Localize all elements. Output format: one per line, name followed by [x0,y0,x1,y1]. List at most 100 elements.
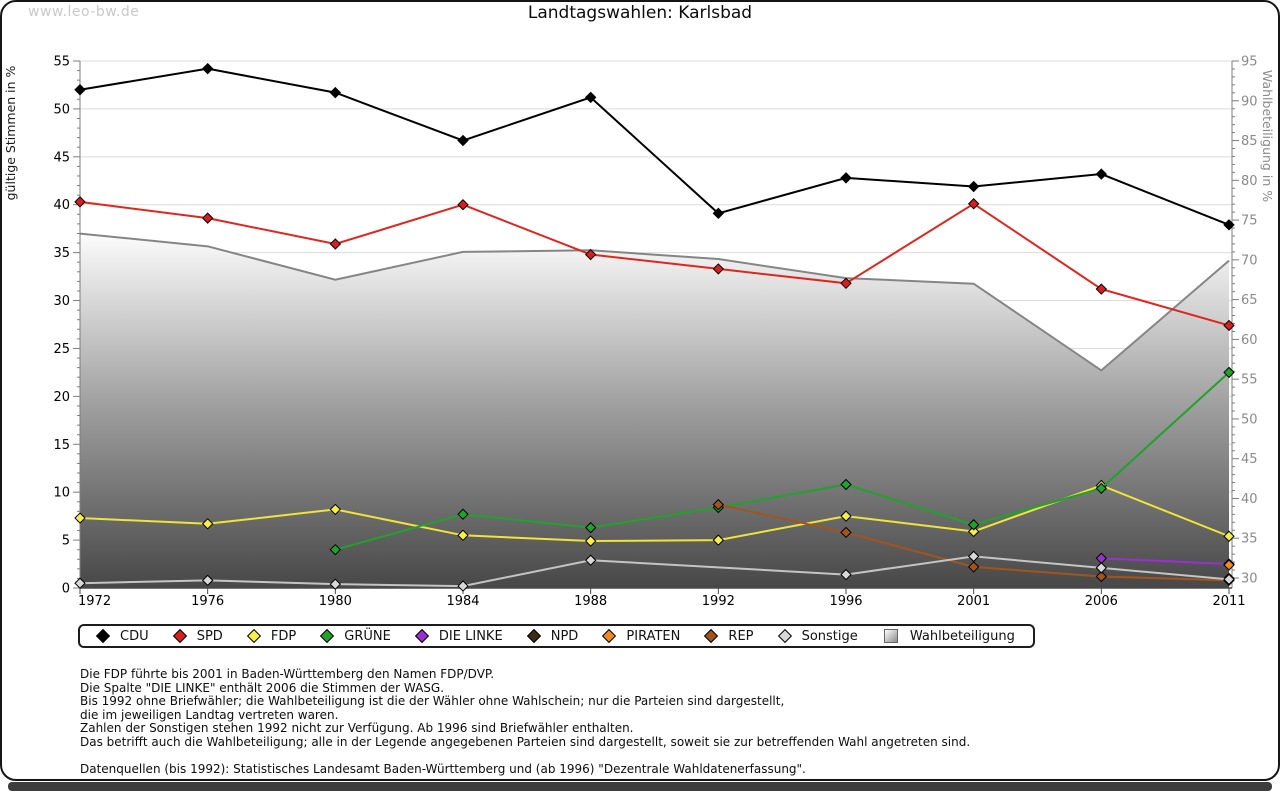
right-tick-label: 70 [1241,253,1258,268]
x-tick-label: 2001 [957,594,990,609]
data-point-FDP [840,510,852,522]
data-point-FDP [74,512,86,524]
left-tick-label: 20 [53,390,70,405]
legend-diamond-icon [777,628,792,644]
data-point-Sonstige [1095,562,1108,574]
data-point-Sonstige [74,577,86,589]
legend-item-npd: NPD [526,628,579,644]
data-point-Sonstige [329,578,342,590]
data-point-Sonstige [840,568,852,581]
left-axis-title: gültige Stimmen in % [3,65,18,200]
data-point-GRÜNE [457,508,469,520]
footnotes: Die FDP führte bis 2001 in Baden-Württem… [80,667,971,777]
left-tick-label: 25 [53,342,70,357]
legend-item-spd: SPD [172,628,223,644]
watermark: www.leo-bw.de [28,4,140,20]
data-point-FDP [967,525,980,538]
left-tick-label: 15 [53,438,70,453]
legend-label: REP [728,628,754,644]
legend-label: CDU [120,628,149,644]
right-tick-label: 50 [1241,412,1258,427]
legend-label: Sonstige [801,628,858,644]
legend-diamond-icon [414,628,429,644]
data-point-FDP [712,534,725,546]
right-tick-label: 75 [1241,214,1258,229]
legend-diamond-icon [704,628,719,644]
right-tick-label: 95 [1241,55,1258,70]
right-tick-label: 40 [1241,492,1258,507]
data-point-FDP [329,503,342,516]
data-point-REP [840,526,852,539]
data-point-SPD [201,212,214,224]
right-tick-label: 65 [1241,293,1258,308]
left-tick-label: 40 [53,198,70,213]
page-title: Landtagswahlen: Karlsbad [527,3,753,23]
data-point-Sonstige [1223,573,1235,586]
series-line-GRÜNE [335,371,1230,551]
legend-diamond-icon [95,628,111,644]
footnote-line: die im jeweiligen Landtag vertreten ware… [80,707,339,722]
data-point-CDU [1095,168,1108,180]
legend-diamond-icon [602,628,617,644]
x-tick-label: 1980 [319,594,352,609]
right-tick-label: 30 [1241,572,1258,587]
bottom-scrollbar[interactable] [8,782,1272,791]
left-tick-label: 5 [62,534,70,549]
legend-diamond-icon [320,628,335,644]
x-tick-label: 1988 [574,594,607,609]
legend-diamond-icon [246,628,261,644]
x-tick-label: 2011 [1212,594,1245,609]
legend-label: DIE LINKE [438,628,503,644]
legend-item-rep: REP [704,628,754,644]
data-point-GRÜNE [584,521,597,534]
data-point-CDU [329,86,342,99]
right-tick-label: 35 [1241,532,1258,547]
footnote-line: Das betrifft auch die Wahlbeteiligung; a… [80,734,971,749]
legend-label: SPD [196,628,223,644]
footnote-line: Die FDP führte bis 2001 in Baden-Württem… [80,667,495,681]
left-tick-label: 45 [53,150,70,165]
x-tick-label: 1984 [446,594,479,609]
left-tick-label: 50 [53,102,70,117]
data-point-SPD [1223,319,1235,332]
data-point-SPD [840,277,852,290]
legend-label: PIRATEN [626,628,681,644]
series-line-DIE LINKE [1101,557,1230,566]
series-line-SPD [79,200,1230,327]
data-point-GRÜNE [1095,482,1108,495]
legend-item-die-linke: DIE LINKE [414,628,503,644]
legend-item-piraten: PIRATEN [602,628,681,644]
legend-item-sonstige: Sonstige [777,628,858,644]
legend-diamond-icon [526,628,541,644]
legend-diamond-icon [172,628,187,644]
data-point-CDU [584,91,597,104]
data-point-CDU [74,84,86,96]
data-point-FDP [201,518,214,530]
data-point-FDP [1223,530,1235,542]
x-tick-label: 1992 [702,594,735,609]
left-tick-label: 10 [53,486,70,501]
data-point-CDU [1223,219,1235,231]
data-point-Sonstige [967,550,980,563]
data-point-SPD [329,238,342,250]
series-line-FDP [79,484,1230,543]
data-point-CDU [457,134,469,147]
turnout-line [79,232,1230,372]
legend-label: NPD [550,628,579,644]
data-point-Sonstige [457,580,469,592]
data-point-GRÜNE [329,543,342,556]
data-point-GRÜNE [1223,366,1235,379]
data-point-Sonstige [201,574,214,587]
data-point-CDU [840,172,852,184]
data-point-SPD [457,199,469,211]
data-point-GRÜNE [967,519,980,531]
legend-label: Wahlbeteiligung [909,628,1015,644]
election-line-chart: 0 5 10 15 20 25 30 35 40 45 50 55 30 35 40 45 50 55 60 65 70… [3,55,1275,610]
data-point-PIRATEN [1223,559,1235,571]
x-tick-label: 1972 [78,594,111,609]
data-point-REP [1095,570,1108,583]
datasource-line: Datenquellen (bis 1992): Statistisches L… [80,762,806,776]
left-tick-label: 55 [53,55,70,70]
data-point-CDU [967,180,980,193]
